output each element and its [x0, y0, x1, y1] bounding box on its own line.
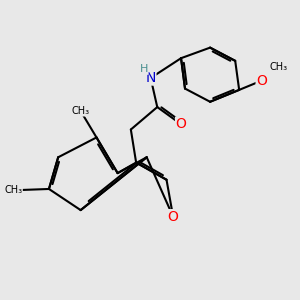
- Text: O: O: [168, 210, 178, 224]
- Text: CH₃: CH₃: [4, 185, 22, 195]
- Text: H: H: [140, 64, 148, 74]
- Text: O: O: [176, 117, 187, 131]
- Text: O: O: [256, 74, 267, 88]
- Text: CH₃: CH₃: [72, 106, 90, 116]
- Text: CH₃: CH₃: [270, 62, 288, 72]
- Text: N: N: [146, 71, 156, 85]
